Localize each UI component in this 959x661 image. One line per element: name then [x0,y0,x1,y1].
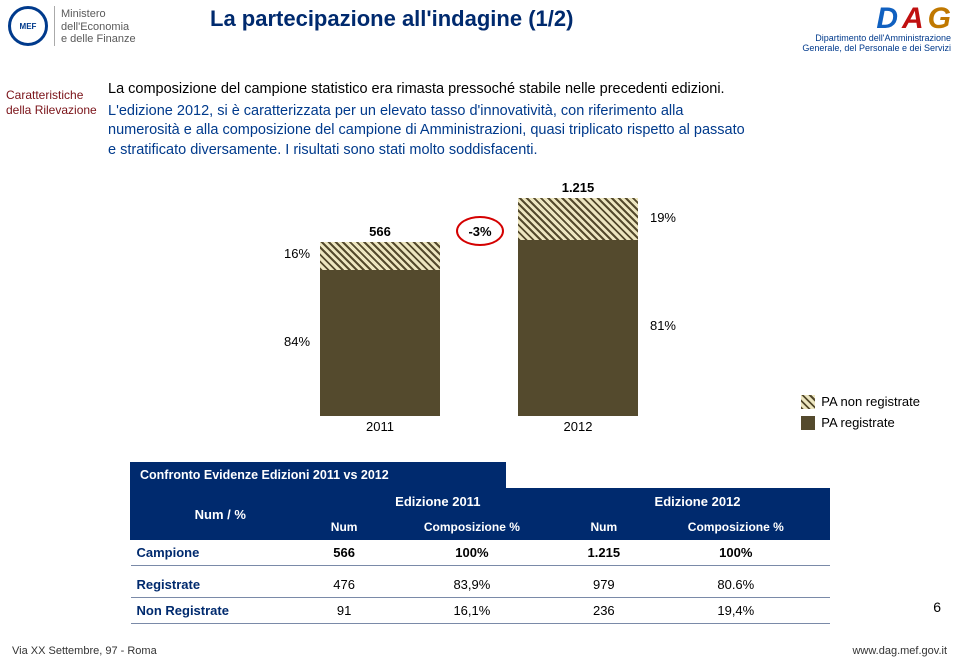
dag-letter-d: D [876,2,898,36]
mef-line: dell'Economia [61,21,136,34]
dag-sub-line: Generale, del Personale e dei Servizi [802,44,951,54]
dag-subtitle: Dipartimento dell'Amministrazione Genera… [802,34,951,54]
bar-2012: 1.215 19% 81% 2012 [518,198,638,416]
delta-badge: -3% [456,216,504,246]
table-row: Campione 566 100% 1.215 100% [131,540,830,566]
chart-legend: PA non registrate PA registrate [801,394,920,430]
footer-right: www.dag.mef.gov.it [852,645,947,657]
bar-seg-nonreg: 16% [320,242,440,270]
table-group-header: Edizione 2012 [566,489,830,515]
mef-logo: MEF Ministero dell'Economia e delle Fina… [8,6,136,46]
table-row-label: Non Registrate [131,597,311,623]
table-row: Non Registrate 91 16,1% 236 19,4% [131,597,830,623]
dag-letter-a: A [902,2,924,36]
legend-label: PA non registrate [821,394,920,409]
table-cell: 100% [378,540,565,566]
paragraph-2: L'edizione 2012, si è caratterizzata per… [108,102,746,161]
bar-pct-top: 16% [284,246,310,261]
footer-left: Via XX Settembre, 97 - Roma [12,645,157,657]
table-row-label: Registrate [131,572,311,598]
bar-seg-reg: 81% [518,240,638,416]
table-cell: 100% [642,540,829,566]
table-cell: 566 [310,540,378,566]
legend-swatch-icon [801,395,815,409]
bar-year-label: 2011 [320,419,440,434]
slide-footer: Via XX Settembre, 97 - Roma www.dag.mef.… [0,645,959,657]
dag-letters: D A G [876,2,951,36]
table-cell: 16,1% [378,597,565,623]
table-sub-header: Composizione % [378,515,565,540]
legend-item: PA non registrate [801,394,920,409]
legend-swatch-icon [801,416,815,430]
dag-logo: D A G Dipartimento dell'Amministrazione … [802,2,951,54]
mef-ministry-text: Ministero dell'Economia e delle Finanze [54,6,136,46]
table-row: Registrate 476 83,9% 979 80.6% [131,572,830,598]
page-number: 6 [933,599,941,615]
mef-line: e delle Finanze [61,33,136,46]
table-cell: 476 [310,572,378,598]
paragraph-1: La composizione del campione statistico … [108,80,746,100]
table-cell: 979 [566,572,643,598]
bar-2011: 566 16% 84% 2011 [320,242,440,416]
bar-pct-top: 19% [650,210,676,225]
legend-item: PA registrate [801,415,920,430]
table-sub-header: Num [566,515,643,540]
bar-pct-bottom: 81% [650,318,676,333]
table-group-header: Edizione 2011 [310,489,566,515]
bar-total-label: 566 [320,224,440,239]
slide-title: La partecipazione all'indagine (1/2) [210,6,573,32]
bar-total-label: 1.215 [518,180,638,195]
bar-pct-bottom: 84% [284,334,310,349]
slide-header: MEF Ministero dell'Economia e delle Fina… [0,0,959,78]
body-text: La composizione del campione statistico … [108,80,746,160]
table-cell: 1.215 [566,540,643,566]
stacked-bar-chart: 566 16% 84% 2011 1.215 19% 81% 2012 -3% … [280,174,680,434]
data-table: Num / % Edizione 2011 Edizione 2012 Num … [130,488,830,624]
mef-line: Ministero [61,8,136,21]
table-cell: 80.6% [642,572,829,598]
bar-seg-nonreg: 19% [518,198,638,240]
table-title: Confronto Evidenze Edizioni 2011 vs 2012 [130,462,506,488]
section-label-line: della Rilevazione [6,103,97,118]
table-row-label: Campione [131,540,311,566]
legend-label: PA registrate [821,415,894,430]
table-cell: 91 [310,597,378,623]
section-label-line: Caratteristiche [6,88,97,103]
comparison-table: Confronto Evidenze Edizioni 2011 vs 2012… [130,462,830,624]
table-sub-header: Composizione % [642,515,829,540]
bar-seg-reg: 84% [320,270,440,416]
table-header-row: Num / % Edizione 2011 Edizione 2012 [131,489,830,515]
table-sub-header: Num [310,515,378,540]
mef-badge-icon: MEF [8,6,48,46]
table-rowhead-header: Num / % [131,489,311,540]
bar-year-label: 2012 [518,419,638,434]
table-cell: 19,4% [642,597,829,623]
table-cell: 83,9% [378,572,565,598]
section-label: Caratteristiche della Rilevazione [6,88,97,118]
table-cell: 236 [566,597,643,623]
dag-letter-g: G [928,2,951,36]
